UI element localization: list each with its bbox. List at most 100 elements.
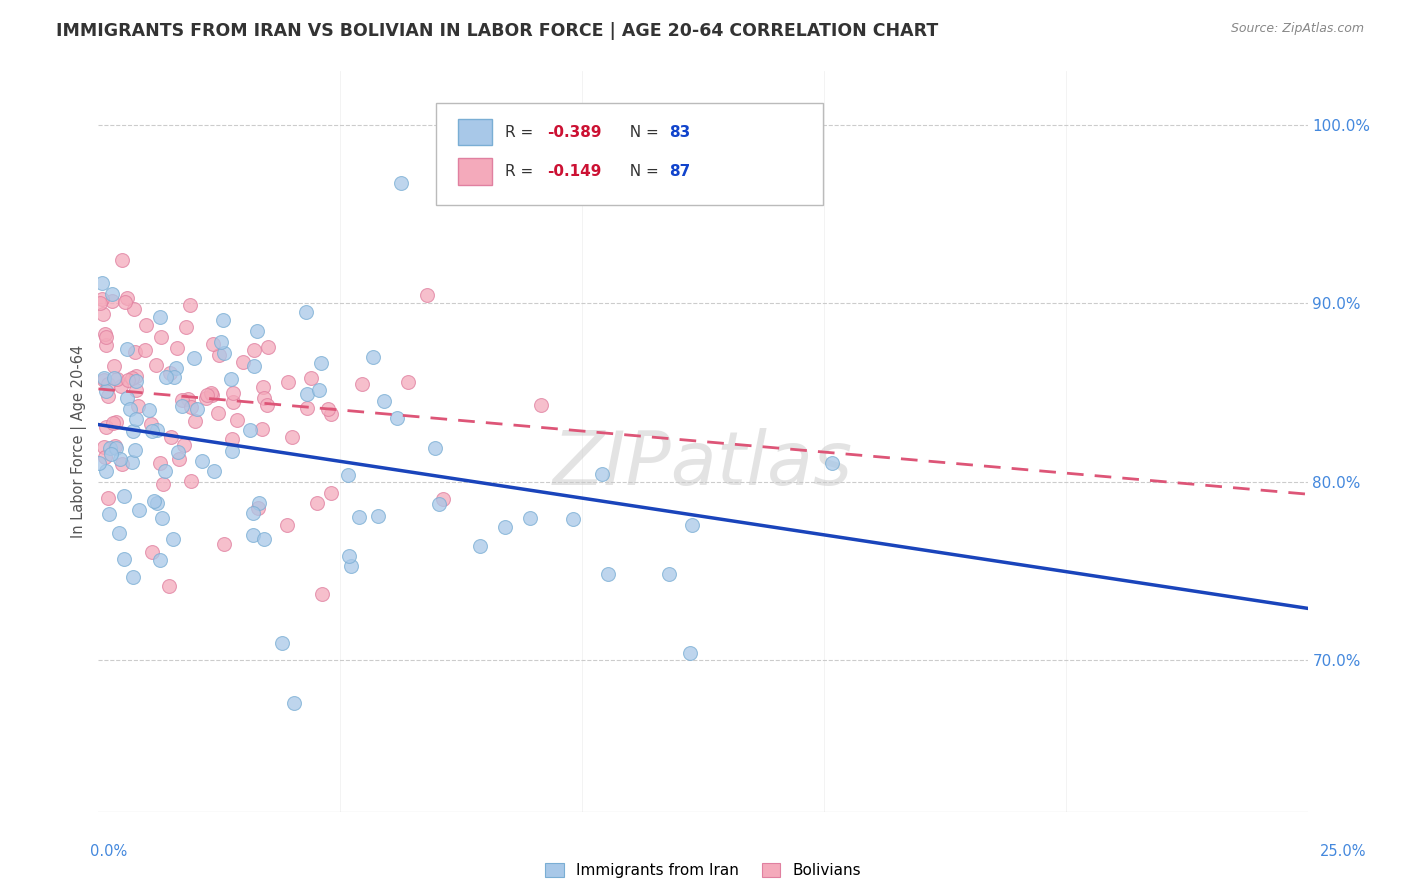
Immigrants from Iran [337, 549, 360, 563]
Bolivians [396, 375, 419, 389]
Legend: Immigrants from Iran, Bolivians: Immigrants from Iran, Bolivians [546, 863, 860, 878]
Immigrants from Iran [246, 324, 269, 338]
Immigrants from Iran [162, 369, 184, 384]
Bolivians [103, 359, 125, 374]
Immigrants from Iran [128, 503, 150, 517]
Immigrants from Iran [183, 351, 205, 366]
Bolivians [101, 293, 124, 308]
Bolivians [91, 307, 114, 321]
Immigrants from Iran [100, 447, 122, 461]
Immigrants from Iran [681, 518, 703, 533]
Bolivians [257, 341, 280, 355]
Immigrants from Iran [124, 442, 146, 457]
Bolivians [416, 288, 439, 302]
Bolivians [97, 491, 120, 506]
Bolivians [256, 398, 278, 412]
Immigrants from Iran [271, 636, 294, 650]
Bolivians [121, 371, 143, 385]
Immigrants from Iran [367, 509, 389, 524]
Immigrants from Iran [242, 528, 264, 542]
Text: IMMIGRANTS FROM IRAN VS BOLIVIAN IN LABOR FORCE | AGE 20-64 CORRELATION CHART: IMMIGRANTS FROM IRAN VS BOLIVIAN IN LABO… [56, 22, 938, 40]
Bolivians [104, 415, 127, 429]
Immigrants from Iran [153, 464, 176, 478]
Y-axis label: In Labor Force | Age 20-64: In Labor Force | Age 20-64 [72, 345, 87, 538]
Text: 83: 83 [669, 125, 690, 139]
Immigrants from Iran [347, 510, 370, 524]
Bolivians [352, 376, 374, 391]
Bolivians [157, 579, 180, 593]
Immigrants from Iran [155, 370, 177, 384]
Immigrants from Iran [166, 445, 188, 459]
Immigrants from Iran [120, 402, 142, 417]
Bolivians [97, 376, 120, 391]
Bolivians [530, 398, 553, 412]
Bolivians [252, 380, 274, 394]
Bolivians [200, 385, 222, 400]
Bolivians [277, 375, 299, 389]
Bolivians [159, 429, 181, 443]
Immigrants from Iran [596, 566, 619, 581]
Bolivians [93, 440, 115, 454]
Immigrants from Iran [221, 443, 243, 458]
Bolivians [114, 294, 136, 309]
Bolivians [115, 291, 138, 305]
Text: -0.389: -0.389 [547, 125, 602, 139]
Immigrants from Iran [149, 553, 172, 567]
Immigrants from Iran [562, 512, 585, 526]
Immigrants from Iran [311, 356, 333, 370]
Bolivians [124, 344, 146, 359]
Bolivians [311, 587, 333, 601]
Bolivians [122, 301, 145, 316]
Bolivians [295, 401, 318, 415]
Immigrants from Iran [98, 442, 121, 456]
Immigrants from Iran [150, 510, 173, 524]
Immigrants from Iran [519, 511, 541, 525]
Immigrants from Iran [190, 454, 212, 468]
Immigrants from Iran [162, 532, 184, 546]
Bolivians [177, 392, 200, 406]
Bolivians [94, 450, 117, 465]
Immigrants from Iran [108, 526, 131, 541]
Text: R =: R = [505, 125, 538, 139]
Immigrants from Iran [308, 384, 330, 398]
Immigrants from Iran [115, 391, 138, 405]
Bolivians [141, 545, 163, 559]
Immigrants from Iran [283, 696, 305, 710]
Bolivians [201, 336, 224, 351]
Bolivians [94, 326, 117, 341]
Immigrants from Iran [138, 403, 160, 417]
Immigrants from Iran [143, 493, 166, 508]
Bolivians [111, 252, 134, 267]
Bolivians [111, 457, 134, 471]
Immigrants from Iran [591, 467, 613, 482]
Text: ZIPatlas: ZIPatlas [553, 428, 853, 500]
Bolivians [201, 388, 224, 402]
Bolivians [221, 432, 243, 446]
Bolivians [94, 330, 117, 344]
Immigrants from Iran [96, 465, 118, 479]
Immigrants from Iran [121, 424, 143, 438]
Immigrants from Iran [214, 346, 236, 360]
Immigrants from Iran [361, 350, 384, 364]
Text: N =: N = [620, 125, 664, 139]
Bolivians [184, 414, 207, 428]
Bolivians [150, 329, 173, 343]
Immigrants from Iran [219, 372, 242, 386]
Bolivians [212, 537, 235, 551]
Bolivians [316, 401, 339, 416]
Bolivians [307, 495, 329, 509]
Immigrants from Iran [373, 394, 395, 409]
Immigrants from Iran [186, 402, 208, 417]
Immigrants from Iran [89, 456, 111, 470]
Bolivians [149, 457, 172, 471]
Immigrants from Iran [247, 496, 270, 510]
Bolivians [276, 517, 298, 532]
Immigrants from Iran [96, 384, 118, 398]
Text: -0.149: -0.149 [547, 164, 602, 178]
Immigrants from Iran [468, 539, 491, 553]
Immigrants from Iran [209, 334, 232, 349]
Bolivians [159, 366, 181, 380]
Immigrants from Iran [239, 423, 262, 437]
Immigrants from Iran [243, 359, 266, 373]
Bolivians [105, 372, 128, 386]
